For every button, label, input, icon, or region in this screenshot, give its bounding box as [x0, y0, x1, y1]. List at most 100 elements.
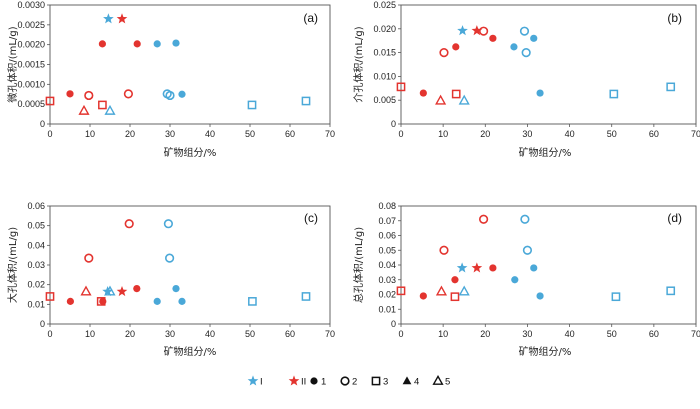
x-tick-label: 10 [85, 129, 95, 139]
data-point [536, 292, 544, 300]
y-tick-label: 0.04 [378, 260, 396, 270]
data-point [457, 25, 468, 36]
x-tick-label: 20 [125, 329, 135, 339]
panel-label: (d) [667, 211, 682, 225]
y-tick-label: 0 [391, 119, 396, 129]
plot-frame [49, 205, 331, 325]
data-point [165, 90, 175, 101]
data-point [396, 286, 406, 296]
x-tick-label: 20 [480, 129, 490, 139]
legend-label: 2 [352, 377, 357, 388]
data-point [133, 40, 141, 48]
data-point [153, 297, 161, 305]
legend-label: II [301, 377, 306, 388]
data-point [163, 219, 173, 229]
y-axis-label: 介孔体积/(mL/g) [353, 26, 365, 102]
data-point [66, 297, 74, 305]
y-tick-label: 0.03 [378, 275, 396, 285]
data-point [99, 297, 107, 305]
data-point [301, 292, 311, 301]
y-tick-label: 0.05 [27, 221, 45, 231]
data-point [116, 285, 128, 297]
data-point [451, 89, 461, 99]
y-tick-label: 0.05 [378, 245, 396, 255]
data-point [530, 34, 538, 42]
data-point [479, 26, 489, 36]
x-tick-label: 0 [47, 329, 52, 339]
data-point [247, 100, 257, 110]
x-tick-label: 40 [565, 129, 575, 139]
data-point [609, 89, 619, 99]
y-tick-label: 0.005 [373, 95, 396, 105]
data-point [435, 285, 448, 296]
y-tick-label: 0.020 [373, 24, 396, 34]
x-tick-label: 40 [205, 329, 215, 339]
y-tick-label: 0.06 [27, 201, 45, 211]
data-point [666, 286, 676, 296]
y-tick-label: 0.025 [373, 0, 396, 10]
x-tick-label: 60 [649, 329, 659, 339]
y-tick-label: 0.07 [378, 216, 396, 226]
data-point [124, 219, 134, 229]
data-point [519, 26, 530, 36]
y-tick-label: 0.0020 [17, 40, 45, 50]
data-point [458, 94, 470, 105]
x-tick-label: 50 [245, 329, 255, 339]
x-axis-label: 矿物组分/% [164, 345, 217, 358]
panel-c: 0 10 20 30 40 50 60 70 0 0.01 0.02 0.03 0.04 0.05 0.06… [6, 201, 335, 358]
data-point [536, 89, 544, 97]
data-point [153, 40, 161, 48]
x-tick-label: 70 [325, 329, 335, 339]
legend-marker [310, 377, 318, 385]
y-tick-label: 0.0005 [17, 99, 45, 109]
x-tick-label: 50 [607, 129, 617, 139]
data-point [435, 94, 447, 105]
data-point [510, 43, 518, 51]
x-tick-label: 50 [607, 329, 617, 339]
legend: I II 1 2 3 4 5 [247, 374, 450, 388]
data-point [80, 285, 92, 296]
y-tick-label: 0.03 [27, 260, 45, 270]
legend-marker [402, 376, 412, 385]
data-point [451, 276, 459, 284]
data-point [458, 285, 470, 296]
x-tick-label: 20 [125, 129, 135, 139]
legend-marker [247, 375, 259, 386]
data-point [452, 43, 460, 51]
data-point [248, 297, 257, 306]
data-point [419, 292, 427, 300]
x-axis-label: 矿物组分/% [164, 146, 217, 159]
panel-label: (c) [304, 211, 318, 225]
data-point [172, 39, 180, 47]
data-point [66, 90, 74, 98]
x-tick-label: 70 [325, 129, 335, 139]
data-point [178, 297, 186, 305]
y-tick-label: 0 [391, 319, 396, 329]
data-point [78, 104, 90, 115]
legend-label: 5 [445, 377, 450, 388]
x-tick-label: 0 [47, 129, 52, 139]
data-point [489, 34, 497, 42]
x-tick-label: 70 [691, 329, 700, 339]
data-point [104, 285, 116, 296]
x-tick-label: 70 [691, 129, 700, 139]
data-point [165, 253, 175, 263]
y-tick-label: 0.04 [27, 240, 45, 250]
data-point [116, 13, 128, 24]
y-tick-label: 0.02 [378, 290, 396, 300]
data-point [84, 253, 94, 263]
data-point [419, 89, 427, 97]
x-tick-label: 30 [522, 129, 532, 139]
y-tick-label: 0.01 [378, 304, 396, 314]
y-tick-label: 0.010 [373, 71, 396, 81]
data-point [471, 262, 483, 273]
data-point [45, 96, 55, 106]
data-point [522, 245, 533, 255]
x-tick-label: 10 [438, 329, 448, 339]
x-tick-label: 30 [165, 129, 175, 139]
data-point [104, 104, 116, 115]
data-point [98, 100, 107, 110]
data-point [471, 25, 483, 36]
y-axis-label: 微孔体积/(mL/g) [6, 26, 19, 102]
y-tick-label: 0 [40, 119, 45, 129]
